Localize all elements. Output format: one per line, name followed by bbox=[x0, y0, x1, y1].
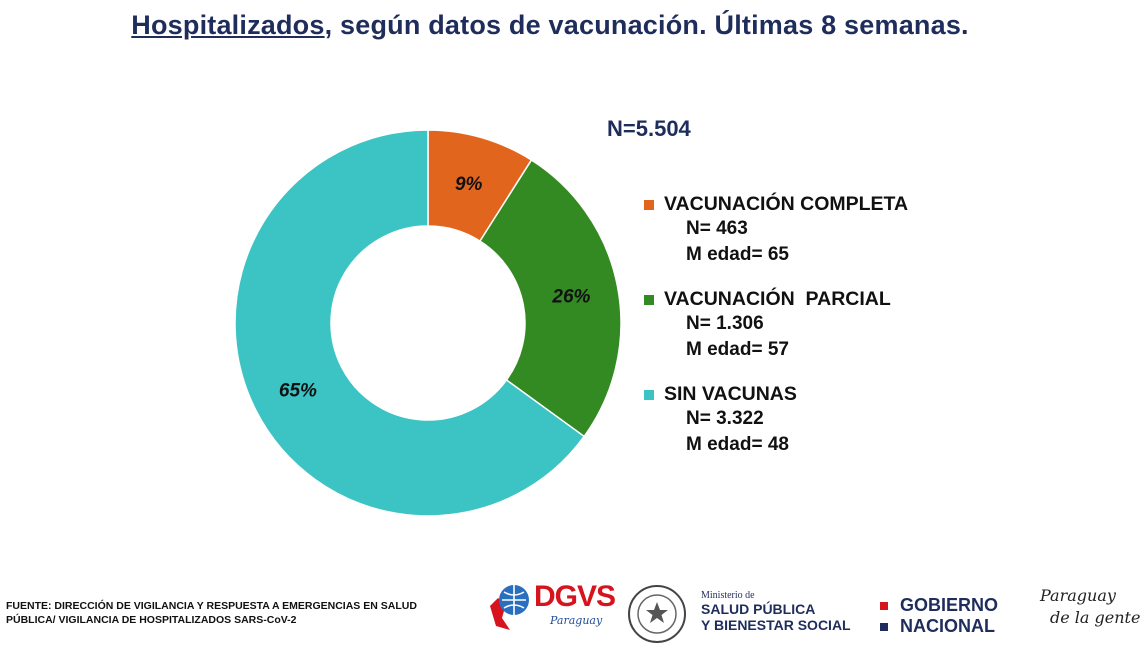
slogan-line1: Paraguay bbox=[1040, 586, 1116, 605]
donut-slice-2 bbox=[478, 159, 622, 438]
total-count: N=5.504 bbox=[607, 116, 691, 141]
legend-age: M edad= 65 bbox=[686, 244, 789, 265]
legend-age: M edad= 57 bbox=[686, 339, 789, 360]
donut-slice-3 bbox=[234, 129, 586, 517]
legend-n: N= 1.306 bbox=[686, 313, 764, 334]
chart-legend: VACUNACIÓN COMPLETA N= 463 M edad= 65 VACUN… bbox=[640, 193, 980, 478]
slogan-logo: Paraguay de la gente bbox=[1040, 585, 1144, 629]
legend-heading: VACUNACIÓN COMPLETA bbox=[640, 193, 980, 216]
ministry-logo: Ministerio de SALUD PÚBLICA Y BIENESTAR … bbox=[701, 590, 861, 633]
legend-item-2: VACUNACIÓN PARCIAL N= 1.306 M edad= 57 bbox=[640, 288, 980, 363]
slice-label-2: 26% bbox=[551, 287, 590, 308]
slogan-line2: de la gente bbox=[1050, 608, 1141, 627]
gobierno-line1: GOBIERNO bbox=[900, 595, 999, 615]
legend-n: N= 3.322 bbox=[686, 408, 764, 429]
legend-swatch bbox=[644, 294, 654, 305]
ministry-line1: SALUD PÚBLICA bbox=[701, 601, 816, 617]
blue-square-icon bbox=[880, 622, 888, 631]
red-square-icon bbox=[880, 601, 888, 610]
legend-heading: SIN VACUNAS bbox=[640, 383, 980, 406]
legend-label: SIN VACUNAS bbox=[664, 383, 797, 405]
legend-n: N= 463 bbox=[686, 218, 748, 239]
national-seal-icon bbox=[626, 583, 688, 645]
globe-icon bbox=[490, 585, 529, 630]
legend-item-1: VACUNACIÓN COMPLETA N= 463 M edad= 65 bbox=[640, 193, 980, 268]
legend-item-3: SIN VACUNAS N= 3.322 M edad= 48 bbox=[640, 383, 980, 458]
slice-label-3: 65% bbox=[279, 380, 317, 401]
legend-swatch bbox=[644, 389, 654, 400]
legend-swatch bbox=[644, 199, 654, 210]
ministry-line2: Y BIENESTAR SOCIAL bbox=[701, 617, 851, 633]
dgvs-sub: Paraguay bbox=[550, 614, 603, 627]
dgvs-logo: DGVS Paraguay bbox=[484, 578, 616, 638]
title-rest: , según datos de vacunación. Últimas 8 s… bbox=[324, 10, 969, 40]
gobierno-line2: NACIONAL bbox=[900, 616, 995, 636]
title-underlined: Hospitalizados bbox=[131, 10, 325, 40]
page-title: Hospitalizados, según datos de vacunació… bbox=[0, 10, 1100, 41]
gobierno-logo: GOBIERNO NACIONAL bbox=[880, 595, 1020, 637]
legend-label: VACUNACIÓN PARCIAL bbox=[664, 288, 891, 310]
legend-heading: VACUNACIÓN PARCIAL bbox=[640, 288, 980, 311]
legend-age: M edad= 48 bbox=[686, 434, 789, 455]
slice-label-1: 9% bbox=[455, 174, 483, 195]
ministry-small: Ministerio de bbox=[701, 590, 755, 601]
dgvs-name: DGVS bbox=[534, 580, 616, 613]
footer-source: FUENTE: DIRECCIÓN DE VIGILANCIA Y RESPUE… bbox=[6, 600, 417, 626]
legend-label: VACUNACIÓN COMPLETA bbox=[664, 193, 909, 215]
